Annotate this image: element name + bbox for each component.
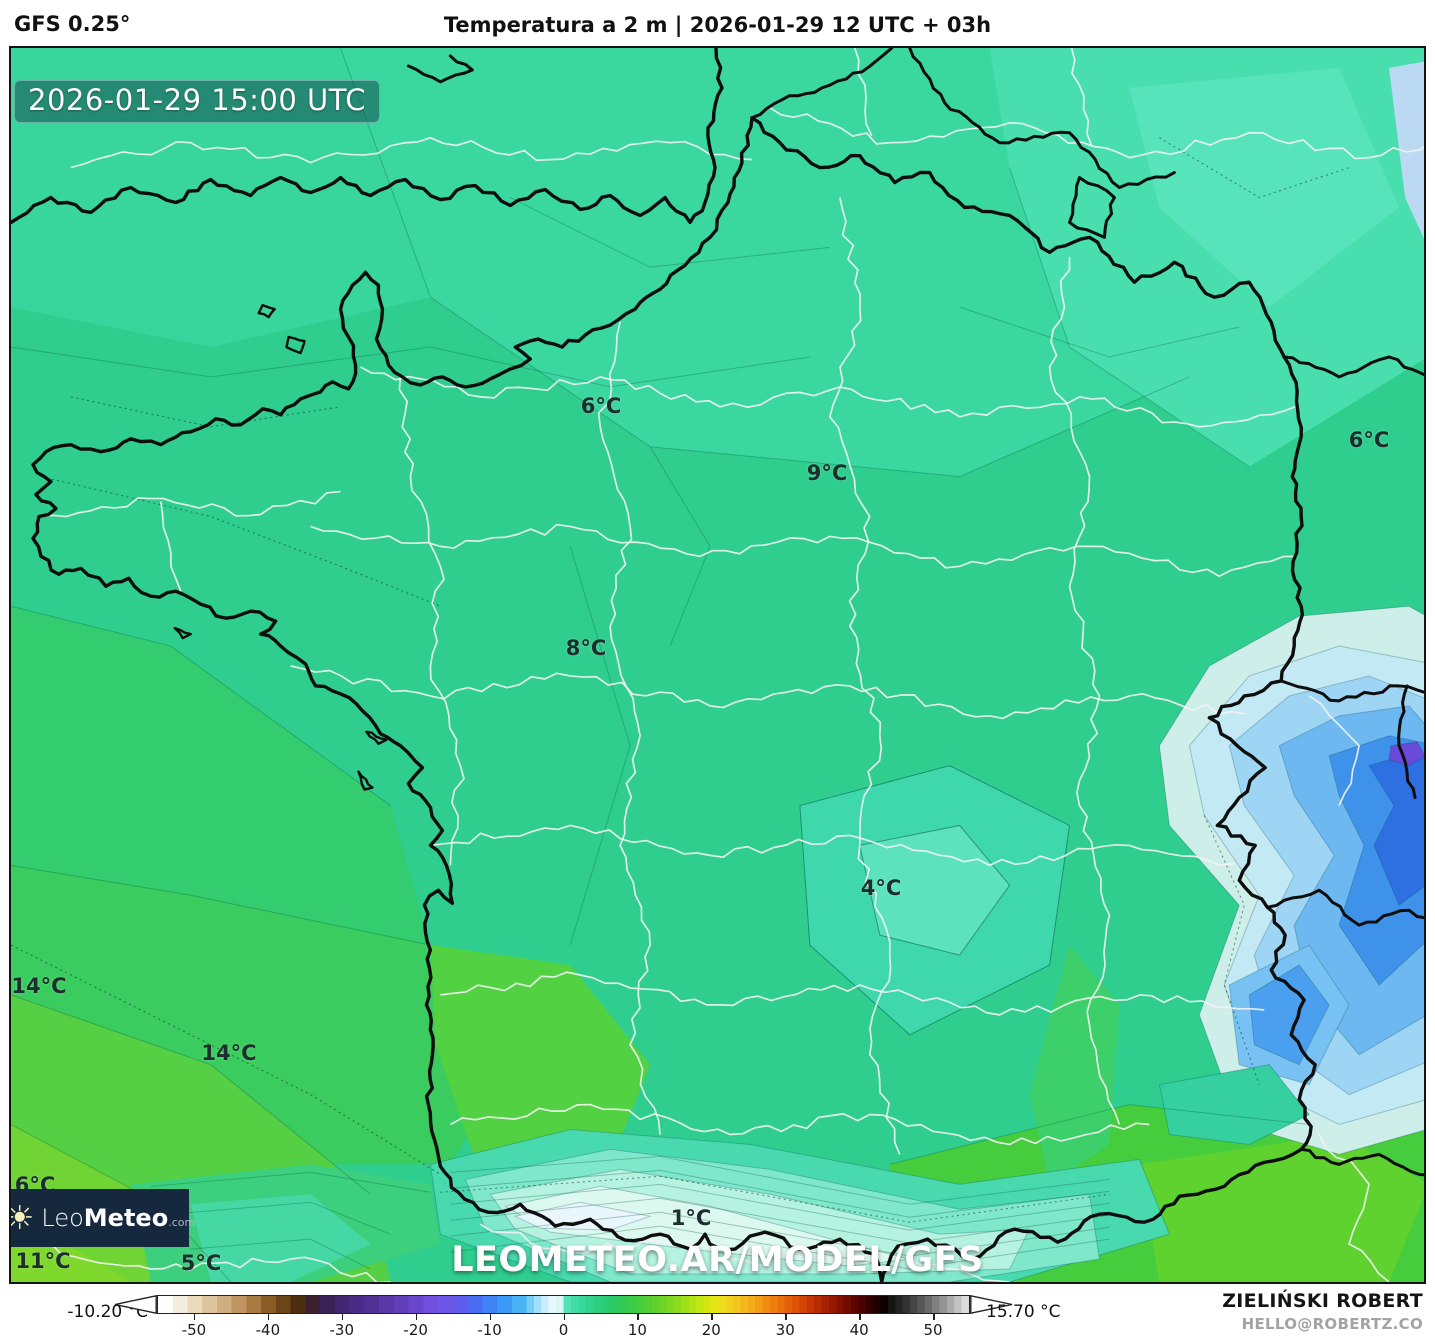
temp-label: 1°C bbox=[670, 1206, 712, 1230]
map-canvas: 2026-01-29 15:00 UTC 6°C 9°C 6°C 8°C 4°C 14°C… bbox=[9, 46, 1426, 1284]
colorbar-tick-mark bbox=[489, 1314, 492, 1320]
colorbar-tick-mark bbox=[711, 1314, 713, 1320]
temp-label: 4°C bbox=[860, 876, 902, 900]
colorbar-tick-label: 40 bbox=[849, 1321, 869, 1338]
colorbar-tick-label: -50 bbox=[181, 1321, 207, 1338]
author-contact: HELLO@ROBERTZ.CO bbox=[1241, 1315, 1423, 1333]
logo-wordmark: LeoMeteo.com bbox=[41, 1204, 195, 1232]
colorbar-tick-label: 50 bbox=[923, 1321, 943, 1338]
colorbar-tick-mark bbox=[415, 1314, 418, 1320]
temp-label: 5°C bbox=[180, 1251, 222, 1275]
colorbar-right-arrow-icon bbox=[970, 1294, 1014, 1315]
colorbar-tick-label: 30 bbox=[775, 1321, 795, 1338]
watermark-url: LEOMETEO.AR/MODEL/GFS bbox=[451, 1240, 984, 1280]
colorbar-tick-mark bbox=[563, 1314, 565, 1320]
temp-label: 9°C bbox=[806, 461, 848, 485]
temp-label: 6°C bbox=[580, 394, 622, 418]
colorbar-tick-mark bbox=[637, 1314, 639, 1320]
model-label: GFS 0.25° bbox=[14, 12, 131, 36]
colorbar-left-arrow-icon bbox=[113, 1294, 157, 1315]
temperature-field-map bbox=[11, 48, 1424, 1282]
timestamp-badge: 2026-01-29 15:00 UTC bbox=[14, 80, 381, 123]
colorbar-tick-mark bbox=[933, 1314, 935, 1320]
author-name: ZIELIŃSKI ROBERT bbox=[1222, 1290, 1423, 1312]
logo-text-suffix: .com bbox=[168, 1216, 196, 1229]
colorbar-tick-mark bbox=[785, 1314, 787, 1320]
colorbar-tick-label: -10 bbox=[477, 1321, 502, 1338]
colorbar-tick-label: -40 bbox=[255, 1321, 281, 1338]
logo-text-bold: Meteo bbox=[83, 1204, 169, 1232]
colorbar-tick-label: -30 bbox=[329, 1321, 355, 1338]
map-title: Temperatura a 2 m | 2026-01-29 12 UTC + … bbox=[443, 13, 992, 37]
colorbar-tick-label: -20 bbox=[403, 1321, 428, 1338]
colorbar-tick-label: 10 bbox=[627, 1321, 647, 1338]
colorbar-tick-mark bbox=[341, 1314, 344, 1320]
temp-label: 14°C bbox=[201, 1041, 257, 1065]
colorbar-tick-mark bbox=[267, 1314, 270, 1320]
temp-label: 8°C bbox=[565, 636, 607, 660]
colorbar-tick-label: 20 bbox=[701, 1321, 721, 1338]
logo-text-light: Leo bbox=[41, 1204, 84, 1232]
credits-block: ZIELIŃSKI ROBERT HELLO@ROBERTZ.CO bbox=[1222, 1290, 1423, 1333]
temp-label: 11°C bbox=[15, 1249, 71, 1273]
temp-label: 14°C bbox=[11, 974, 67, 998]
colorbar-gradient bbox=[157, 1295, 970, 1314]
colorbar-tick-mark bbox=[193, 1314, 196, 1320]
leometeo-logo: ☀ LeoMeteo.com bbox=[11, 1189, 195, 1247]
colorbar-ticks: -50 -40 -30 -20 -10 0 10 20 30 40 50 bbox=[157, 1314, 970, 1338]
temp-label: 6°C bbox=[1348, 428, 1390, 452]
colorbar-tick-label: 0 bbox=[558, 1321, 569, 1338]
colorbar-tick-mark bbox=[859, 1314, 861, 1320]
colorbar-max-value: 15.70 °C bbox=[986, 1302, 1061, 1322]
sun-icon: ☀ bbox=[11, 1201, 34, 1234]
